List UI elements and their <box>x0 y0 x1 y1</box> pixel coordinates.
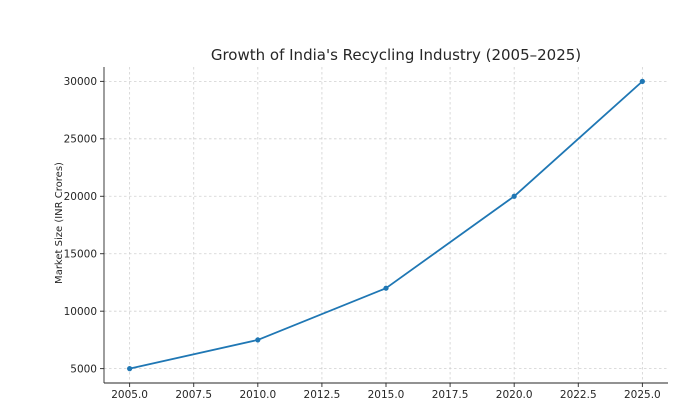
data-point <box>639 78 645 84</box>
y-tick-label: 5000 <box>70 363 97 375</box>
data-point <box>255 337 261 343</box>
y-tick-label: 10000 <box>64 306 97 318</box>
axes <box>100 67 668 387</box>
x-tick-label: 2025.0 <box>624 389 661 400</box>
grid-lines <box>104 67 668 383</box>
data-point <box>383 285 389 291</box>
series-layer <box>127 78 645 372</box>
y-tick-label: 30000 <box>64 76 97 88</box>
data-point <box>511 193 517 199</box>
chart-title: Growth of India's Recycling Industry (20… <box>211 46 581 64</box>
y-tick-label: 15000 <box>64 249 97 261</box>
x-tick-label: 2022.5 <box>560 389 597 400</box>
x-tick-label: 2020.0 <box>496 389 533 400</box>
y-tick-label: 25000 <box>64 134 97 146</box>
x-tick-label: 2012.5 <box>304 389 341 400</box>
x-tick-label: 2017.5 <box>432 389 469 400</box>
data-point <box>127 366 133 372</box>
x-tick-label: 2005.0 <box>111 389 148 400</box>
x-tick-label: 2010.0 <box>239 389 276 400</box>
x-tick-label: 2007.5 <box>175 389 212 400</box>
y-tick-label: 20000 <box>64 191 97 203</box>
y-axis-label: Market Size (INR Crores) <box>54 162 65 284</box>
x-tick-label: 2015.0 <box>368 389 405 400</box>
tick-labels: 2005.0 2007.5 2010.0 2012.5 2015.0 2017.5 2020… <box>64 76 661 400</box>
